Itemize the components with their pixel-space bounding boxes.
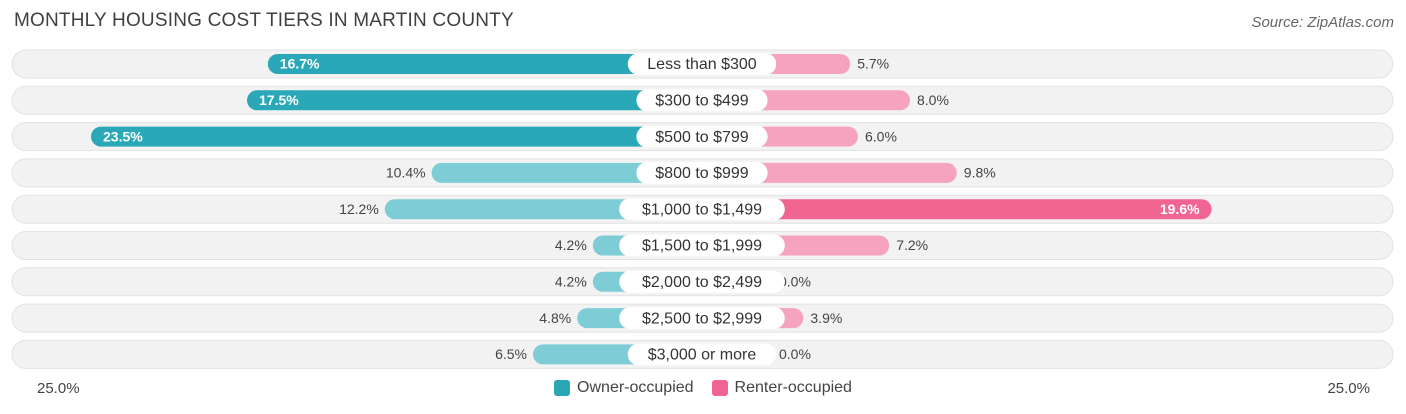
renter-value-label: 3.9%: [810, 310, 842, 326]
renter-value-label: 8.0%: [917, 92, 949, 108]
renter-value-label: 0.0%: [779, 274, 811, 290]
legend-item-renter: Renter-occupied: [711, 379, 852, 397]
chart-title: MONTHLY HOUSING COST TIERS IN MARTIN COU…: [14, 10, 514, 31]
renter-value-label: 6.0%: [865, 128, 897, 144]
renter-bar: [702, 199, 1212, 220]
category-label-background: [619, 234, 785, 257]
category-label-background: [636, 161, 768, 184]
owner-value-label: 23.5%: [103, 128, 143, 144]
category-label: $300 to $499: [655, 93, 749, 110]
legend-swatch-owner: [554, 380, 571, 396]
category-label: Less than $300: [647, 56, 757, 73]
category-label-background: [636, 125, 768, 148]
axis-left-label: 25.0%: [37, 380, 80, 397]
category-label-background: [619, 270, 785, 293]
owner-value-label: 10.4%: [386, 165, 426, 181]
renter-value-label: 5.7%: [857, 56, 889, 72]
legend-label-owner: Owner-occupied: [577, 379, 694, 396]
category-label-background: [627, 53, 777, 75]
legend-swatch-renter: [711, 380, 728, 396]
category-label: $2,000 to $2,499: [642, 274, 762, 291]
owner-value-label: 4.8%: [539, 310, 571, 326]
chart-source: Source: ZipAtlas.com: [1251, 14, 1394, 31]
category-label: $2,500 to $2,999: [642, 310, 762, 327]
renter-value-label: 7.2%: [896, 237, 928, 253]
legend: Owner-occupied Renter-occupied: [0, 379, 1406, 397]
category-label: $1,500 to $1,999: [642, 238, 762, 255]
legend-item-owner: Owner-occupied: [554, 379, 694, 397]
owner-value-label: 12.2%: [339, 201, 379, 217]
category-label: $800 to $999: [655, 165, 749, 182]
category-label: $500 to $799: [655, 129, 749, 146]
category-label: $1,000 to $1,499: [642, 201, 762, 218]
category-label-background: [627, 343, 777, 366]
owner-value-label: 4.2%: [555, 274, 587, 290]
renter-value-label: 19.6%: [1160, 201, 1200, 217]
owner-value-label: 4.2%: [555, 237, 587, 253]
owner-bar: [431, 162, 702, 183]
owner-bar: [247, 90, 702, 111]
owner-value-label: 17.5%: [259, 92, 299, 108]
owner-value-label: 16.7%: [280, 56, 320, 72]
legend-label-renter: Renter-occupied: [734, 379, 852, 396]
renter-value-label: 9.8%: [964, 165, 996, 181]
owner-value-label: 6.5%: [495, 346, 527, 362]
category-label-background: [619, 198, 785, 221]
category-label: $3,000 or more: [648, 347, 757, 364]
owner-bar: [91, 126, 702, 147]
axis-right-label: 25.0%: [1327, 380, 1370, 397]
category-label-background: [636, 89, 768, 112]
renter-value-label: 0.0%: [779, 346, 811, 362]
owner-bar: [267, 54, 702, 74]
category-label-background: [619, 307, 785, 330]
